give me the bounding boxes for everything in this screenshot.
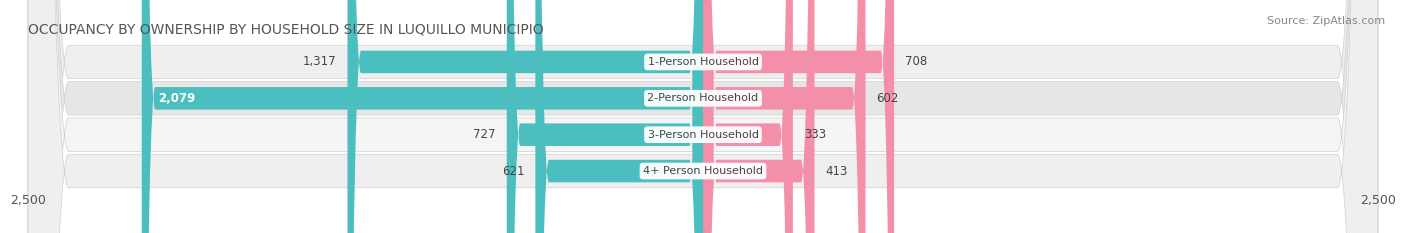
Text: 1,317: 1,317 <box>304 55 336 69</box>
FancyBboxPatch shape <box>703 0 866 233</box>
Text: 2,079: 2,079 <box>157 92 195 105</box>
FancyBboxPatch shape <box>28 0 1378 233</box>
FancyBboxPatch shape <box>347 0 703 233</box>
FancyBboxPatch shape <box>703 0 793 233</box>
Text: 3-Person Household: 3-Person Household <box>648 130 758 140</box>
Text: 4+ Person Household: 4+ Person Household <box>643 166 763 176</box>
FancyBboxPatch shape <box>506 0 703 233</box>
FancyBboxPatch shape <box>28 0 1378 233</box>
Text: 708: 708 <box>905 55 927 69</box>
Text: Source: ZipAtlas.com: Source: ZipAtlas.com <box>1267 16 1385 26</box>
FancyBboxPatch shape <box>703 0 814 233</box>
Text: 333: 333 <box>804 128 825 141</box>
FancyBboxPatch shape <box>142 0 703 233</box>
Text: OCCUPANCY BY OWNERSHIP BY HOUSEHOLD SIZE IN LUQUILLO MUNICIPIO: OCCUPANCY BY OWNERSHIP BY HOUSEHOLD SIZE… <box>28 23 544 37</box>
FancyBboxPatch shape <box>28 0 1378 233</box>
Text: 1-Person Household: 1-Person Household <box>648 57 758 67</box>
FancyBboxPatch shape <box>703 0 894 233</box>
Text: 2-Person Household: 2-Person Household <box>647 93 759 103</box>
FancyBboxPatch shape <box>536 0 703 233</box>
Text: 621: 621 <box>502 164 524 178</box>
FancyBboxPatch shape <box>28 0 1378 233</box>
Text: 413: 413 <box>825 164 848 178</box>
Text: 727: 727 <box>474 128 496 141</box>
Text: 602: 602 <box>876 92 898 105</box>
